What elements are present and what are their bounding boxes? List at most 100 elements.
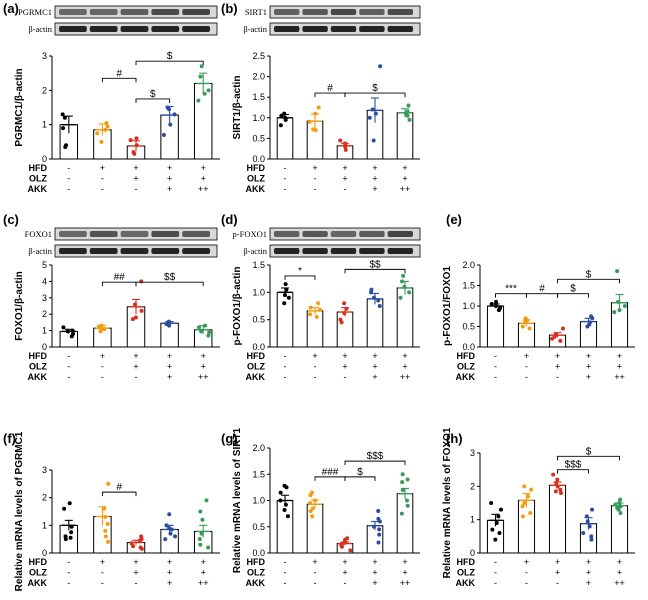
data-point [98, 329, 103, 334]
data-point [316, 301, 321, 306]
data-point [377, 532, 382, 537]
condition-symbol: + [342, 174, 347, 184]
condition-symbol: - [494, 578, 497, 588]
condition-symbol: + [617, 362, 622, 372]
blot-band [302, 231, 328, 237]
data-point [493, 537, 498, 542]
western-blot: FOXO1 β-actin [25, 227, 218, 258]
data-point [167, 512, 172, 517]
condition-symbol: - [284, 163, 287, 173]
y-tick-label: 1.5 [462, 281, 475, 291]
blot-band [182, 9, 210, 15]
data-point [278, 123, 283, 128]
condition-symbol: + [372, 568, 377, 578]
western-blot: p-FOXO1 β-actin [233, 227, 421, 258]
condition-symbol: + [201, 163, 206, 173]
panel-f: (f) 0 1 2 3 Relative mRNA levels of PGRMC1 # HF… [3, 431, 220, 591]
data-point [139, 308, 144, 313]
data-point [377, 519, 382, 524]
significance-label: $ [372, 83, 378, 94]
condition-symbol: - [284, 362, 287, 372]
condition-symbol: - [494, 372, 497, 382]
condition-symbol: + [555, 362, 560, 372]
data-point [67, 501, 72, 506]
data-point [405, 477, 410, 482]
data-point [400, 488, 405, 492]
data-point [283, 117, 288, 122]
condition-symbol: + [402, 568, 407, 578]
condition-row-label: OLZ [29, 568, 47, 578]
data-point [69, 530, 74, 535]
y-tick-label: 2 [42, 493, 47, 503]
blot-band [330, 248, 357, 254]
significance-bracket [135, 281, 204, 287]
blot-label-target: FOXO1 [25, 229, 52, 239]
condition-symbol: - [314, 568, 317, 578]
condition-symbol: - [284, 557, 287, 567]
data-point [103, 127, 108, 132]
y-tick-label: 1.0 [462, 301, 475, 311]
data-point [103, 534, 108, 539]
significance-bracket [101, 77, 137, 83]
data-point [128, 138, 133, 143]
blot-band [302, 9, 328, 15]
blot-band [89, 26, 118, 32]
panel-label: (e) [446, 212, 462, 227]
data-point [400, 472, 405, 477]
condition-symbol: - [135, 578, 138, 588]
condition-symbol: + [342, 163, 347, 173]
bar [276, 291, 294, 348]
condition-symbol: + [372, 174, 377, 184]
y-tick-label: 3 [470, 448, 475, 458]
data-point [612, 310, 617, 315]
blot-band [387, 231, 413, 237]
data-point [400, 480, 405, 485]
condition-symbol: + [402, 557, 407, 567]
data-point [316, 105, 321, 110]
data-point [402, 284, 407, 289]
condition-row-label: AKK [28, 372, 48, 382]
data-point [558, 487, 563, 492]
data-point [522, 501, 527, 505]
condition-symbol: + [555, 557, 560, 567]
data-point [617, 501, 622, 505]
condition-symbol: + [586, 362, 591, 372]
y-axis-label: Relative mRNA levels of PGRMC1 [14, 431, 25, 591]
blot-band [59, 9, 87, 15]
data-point [65, 329, 70, 334]
blot-band [330, 26, 357, 32]
data-point [589, 537, 594, 542]
condition-row-label: HFD [29, 557, 48, 567]
condition-row-label: AKK [246, 372, 266, 382]
panel-label: (a) [3, 1, 19, 16]
condition-row-label: AKK [246, 578, 266, 588]
data-point [342, 301, 347, 306]
data-point [372, 295, 377, 300]
data-point [105, 521, 110, 526]
data-point [618, 504, 623, 509]
data-point [139, 546, 144, 551]
condition-symbol: + [372, 362, 377, 372]
condition-row-label: HFD [29, 163, 48, 173]
blot-band [151, 26, 180, 32]
condition-symbol: + [201, 351, 206, 361]
data-point [197, 325, 202, 330]
data-point [555, 477, 560, 482]
significance-bracket [557, 293, 589, 298]
y-tick-label: 2 [42, 309, 47, 319]
data-point [376, 509, 381, 513]
significance-label: $$ [164, 272, 176, 283]
condition-symbol: + [133, 174, 138, 184]
data-point [405, 113, 410, 118]
data-point [522, 484, 527, 489]
data-point [134, 136, 139, 141]
y-tick-label: 0 [42, 154, 47, 164]
data-point [196, 98, 201, 103]
data-point [490, 527, 495, 532]
condition-symbol: - [67, 163, 70, 173]
condition-symbol: + [524, 557, 529, 567]
significance-bracket [344, 92, 406, 98]
data-point [61, 126, 66, 131]
y-axis-label: FOXO1/β-actin [14, 271, 25, 340]
condition-symbol: + [372, 163, 377, 173]
